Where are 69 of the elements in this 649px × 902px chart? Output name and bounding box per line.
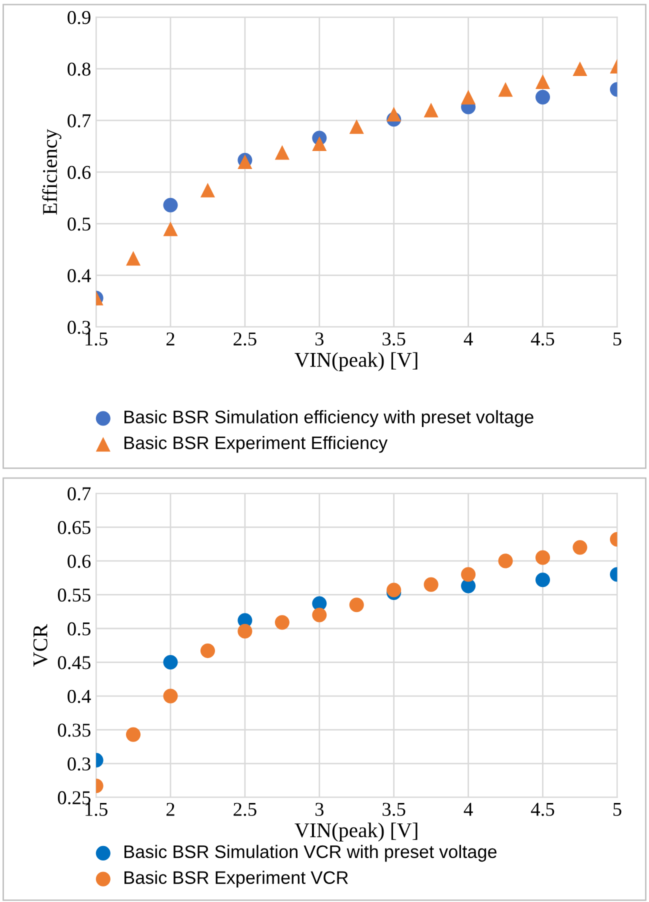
- y-tick-label: 0.8: [68, 62, 90, 76]
- point: [126, 251, 141, 266]
- x-axis-title: VIN(peak) [V]: [294, 822, 418, 842]
- y-tick-label: 0.5: [68, 218, 90, 231]
- point: [349, 598, 364, 612]
- point: [498, 554, 513, 568]
- legend-label: Basic BSR Simulation efficiency with preset voltage: [124, 410, 534, 427]
- y-tick-label: 0.45: [58, 656, 90, 670]
- legend-label: Basic BSR Simulation VCR with preset voltage: [124, 844, 497, 862]
- point: [163, 198, 178, 212]
- point: [200, 644, 216, 658]
- x-tick-label: 2: [166, 332, 174, 346]
- legend-label: Basic BSR Experiment Efficiency: [124, 436, 388, 453]
- x-tick-label: 2.5: [234, 802, 256, 816]
- x-tick-label: 3.5: [382, 802, 406, 816]
- y-tick-label: 0.5: [68, 622, 90, 636]
- x-tick-label: 1.5: [86, 802, 108, 816]
- x-tick-label: 4.5: [530, 332, 554, 346]
- point: [535, 90, 550, 104]
- point: [535, 550, 550, 565]
- point: [274, 615, 290, 630]
- point: [461, 567, 476, 582]
- y-tick-label: 0.25: [58, 791, 90, 804]
- x-tick-label: 4: [464, 332, 473, 346]
- x-tick-label: 3: [315, 802, 324, 816]
- point: [386, 106, 402, 122]
- y-tick-label: 0.9: [68, 10, 90, 24]
- y-axis-title: Efficiency: [42, 128, 62, 215]
- y-tick-label: 0.7: [68, 487, 91, 500]
- point: [312, 608, 327, 622]
- point: [535, 572, 550, 588]
- point: [274, 145, 290, 160]
- y-tick-label: 0.4: [68, 690, 91, 704]
- y-tick-label: 0.6: [68, 554, 91, 568]
- point: [126, 727, 141, 742]
- x-tick-label: 4: [464, 802, 473, 816]
- x-tick-label: 1.5: [86, 332, 108, 346]
- y-tick-label: 0.7: [68, 114, 91, 128]
- x-tick-label: 4.5: [530, 802, 554, 816]
- point: [312, 136, 327, 151]
- point: [163, 222, 178, 236]
- y-tick-label: 0.55: [58, 588, 90, 602]
- y-tick-label: 0.65: [58, 520, 90, 534]
- point: [163, 688, 178, 704]
- point: [572, 61, 588, 76]
- y-tick-label: 0.3: [68, 320, 90, 334]
- point: [535, 74, 550, 89]
- x-tick-label: 5: [613, 802, 622, 816]
- point: [163, 654, 178, 670]
- point: [349, 119, 364, 134]
- y-tick-label: 0.4: [68, 269, 91, 282]
- point: [461, 90, 476, 104]
- point: [238, 624, 252, 638]
- y-tick-label: 0.3: [68, 757, 90, 771]
- point: [424, 102, 438, 118]
- x-tick-label: 3: [315, 332, 324, 346]
- x-axis-title: VIN(peak) [V]: [294, 352, 418, 372]
- point: [572, 540, 588, 555]
- legend-label: Basic BSR Experiment VCR: [124, 870, 348, 888]
- x-tick-label: 2.5: [234, 332, 256, 346]
- y-tick-label: 0.35: [58, 724, 90, 737]
- y-axis-title: VCR: [33, 624, 48, 667]
- x-tick-label: 2: [166, 802, 174, 816]
- x-tick-label: 5: [613, 332, 622, 346]
- y-tick-label: 0.6: [68, 166, 91, 180]
- point: [424, 577, 438, 592]
- point: [498, 82, 513, 97]
- point: [200, 182, 216, 198]
- x-tick-label: 3.5: [382, 332, 406, 346]
